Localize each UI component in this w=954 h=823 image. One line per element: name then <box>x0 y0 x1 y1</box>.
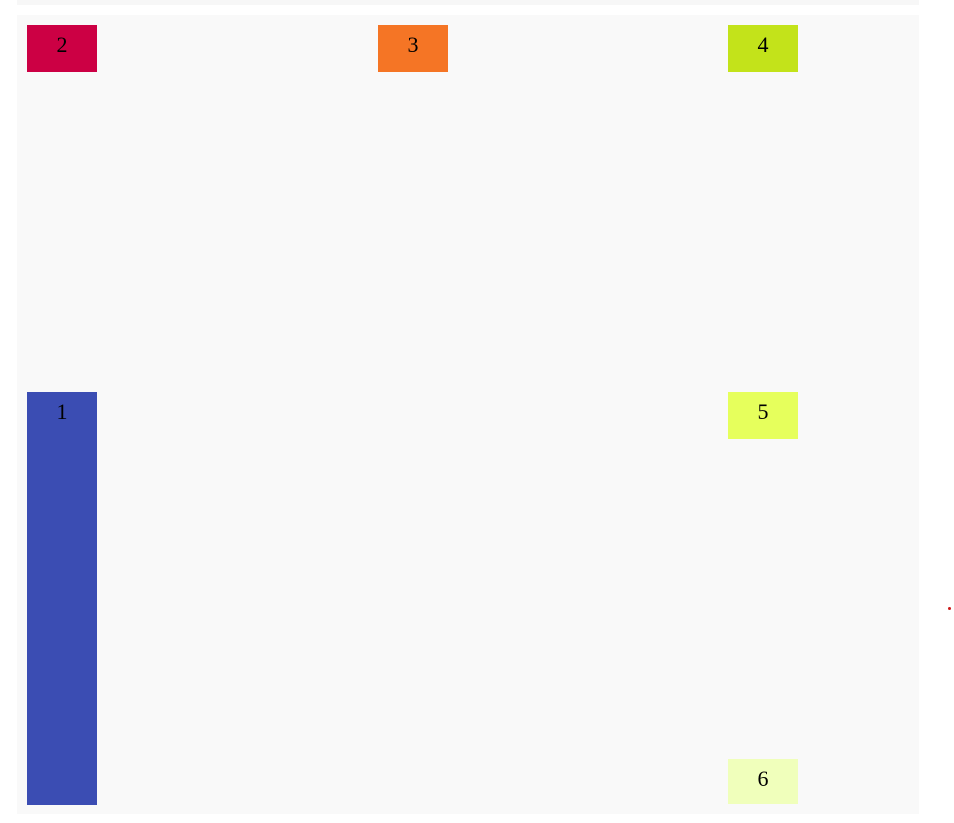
box-4: 4 <box>728 25 798 72</box>
box-2: 2 <box>27 25 97 72</box>
box-3: 3 <box>378 25 448 72</box>
marker-dot <box>948 607 951 610</box>
box-6: 6 <box>728 759 798 804</box>
box-5: 5 <box>728 392 798 439</box>
top-strip <box>17 0 919 5</box>
box-1: 1 <box>27 392 97 805</box>
